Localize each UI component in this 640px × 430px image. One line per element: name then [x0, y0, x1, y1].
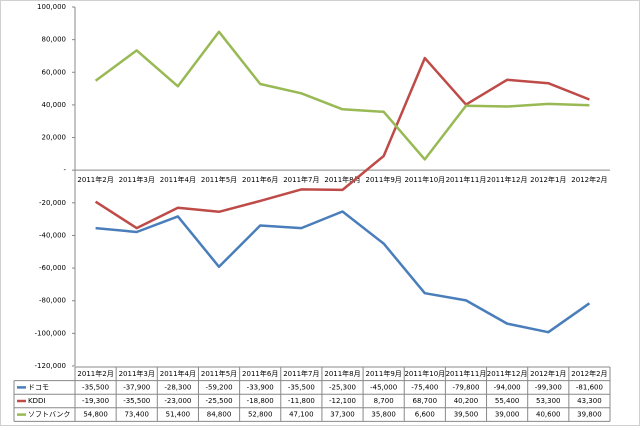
- table-cell: -12,100: [329, 397, 356, 405]
- table-cell: 73,400: [124, 411, 149, 419]
- y-tick-label: -: [63, 166, 66, 174]
- table-header: 2011年3月: [119, 369, 155, 378]
- table-header: 2011年8月: [324, 369, 360, 378]
- table-cell: 40,600: [536, 411, 561, 419]
- table-cell: -28,300: [164, 383, 191, 391]
- table-cell: 52,800: [248, 411, 273, 419]
- y-tick-label: 40,000: [42, 101, 67, 109]
- y-tick-label: -60,000: [39, 264, 66, 272]
- y-tick-label: 100,000: [37, 3, 66, 11]
- x-tick-label: 2011年2月: [77, 175, 113, 184]
- table-cell: -25,500: [206, 397, 233, 405]
- series-line: [94, 56, 590, 230]
- legend-label: KDDI: [28, 397, 45, 405]
- x-tick-label: 2011年3月: [119, 175, 155, 184]
- y-tick-label: -20,000: [39, 199, 66, 207]
- table-cell: 39,000: [495, 411, 520, 419]
- series-line: [95, 210, 591, 334]
- table-cell: 68,700: [413, 397, 438, 405]
- table-cell: -81,600: [576, 383, 603, 391]
- x-tick-label: 2011年11月: [446, 175, 487, 184]
- table-cell: -79,800: [452, 383, 479, 391]
- table-header: 2011年5月: [201, 369, 237, 378]
- y-tick-label: -120,000: [35, 362, 66, 370]
- table-cell: 8,700: [374, 397, 394, 405]
- table-cell: -59,200: [206, 383, 233, 391]
- table-cell: 55,400: [495, 397, 520, 405]
- table-cell: 84,800: [207, 411, 232, 419]
- table-header: 2011年2月: [77, 369, 113, 378]
- table-cell: 40,200: [454, 397, 479, 405]
- table-cell: -75,400: [411, 383, 438, 391]
- y-tick-label: -40,000: [39, 231, 66, 239]
- table-header: 2012年2月: [571, 369, 607, 378]
- table-cell: 43,300: [577, 397, 602, 405]
- table-cell: 35,800: [371, 411, 396, 419]
- y-tick-label: -100,000: [35, 329, 66, 337]
- x-tick-label: 2011年8月: [324, 175, 360, 184]
- x-tick-label: 2011年4月: [160, 175, 196, 184]
- table-header: 2011年10月: [404, 369, 445, 378]
- table-cell: -99,300: [535, 383, 562, 391]
- table-cell: 6,600: [415, 411, 435, 419]
- x-tick-label: 2012年1月: [530, 175, 566, 184]
- table-cell: 37,300: [330, 411, 355, 419]
- table-cell: -11,800: [288, 397, 315, 405]
- series-line: [94, 30, 590, 161]
- table-cell: 47,100: [289, 411, 314, 419]
- x-tick-label: 2011年7月: [283, 175, 319, 184]
- legend-label: ソフトバンク: [28, 411, 70, 419]
- table-cell: 53,300: [536, 397, 561, 405]
- x-tick-label: 2011年9月: [366, 175, 402, 184]
- table-cell: -18,800: [247, 397, 274, 405]
- y-tick-label: 20,000: [42, 134, 67, 142]
- table-cell: -25,300: [329, 383, 356, 391]
- x-tick-label: 2011年10月: [404, 175, 445, 184]
- table-cell: -23,000: [164, 397, 191, 405]
- table-cell: 51,400: [166, 411, 191, 419]
- y-tick-label: -80,000: [39, 297, 66, 305]
- table-cell: 54,800: [83, 411, 108, 419]
- x-tick-label: 2011年12月: [487, 175, 528, 184]
- table-cell: -19,300: [82, 397, 109, 405]
- x-tick-label: 2012年2月: [571, 175, 607, 184]
- y-tick-label: 80,000: [42, 36, 67, 44]
- table-cell: -45,000: [370, 383, 397, 391]
- legend-label: ドコモ: [28, 383, 49, 391]
- table-cell: -33,900: [247, 383, 274, 391]
- table-cell: -35,500: [288, 383, 315, 391]
- table-cell: -37,900: [123, 383, 150, 391]
- table-header: 2011年11月: [446, 369, 487, 378]
- table-cell: 39,800: [577, 411, 602, 419]
- x-tick-label: 2011年5月: [201, 175, 237, 184]
- table-header: 2011年7月: [283, 369, 319, 378]
- table-cell: -94,000: [494, 383, 521, 391]
- table-header: 2011年4月: [160, 369, 196, 378]
- table-header: 2011年9月: [366, 369, 402, 378]
- x-tick-label: 2011年6月: [242, 175, 278, 184]
- table-header: 2012年1月: [530, 369, 566, 378]
- table-cell: 39,500: [454, 411, 479, 419]
- table-header: 2011年12月: [487, 369, 528, 378]
- table-cell: -35,500: [82, 383, 109, 391]
- table-header: 2011年6月: [242, 369, 278, 378]
- y-tick-label: 60,000: [42, 68, 67, 76]
- table-cell: -35,500: [123, 397, 150, 405]
